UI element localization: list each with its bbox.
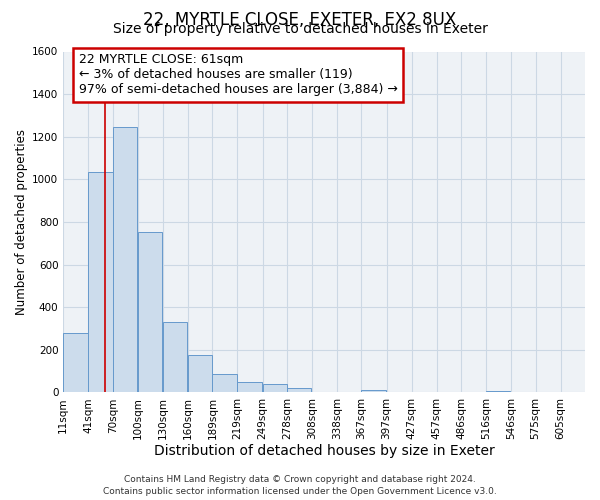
Text: Size of property relative to detached houses in Exeter: Size of property relative to detached ho… xyxy=(113,22,487,36)
Y-axis label: Number of detached properties: Number of detached properties xyxy=(15,129,28,315)
Bar xyxy=(138,232,162,392)
Bar xyxy=(212,374,236,392)
Bar xyxy=(238,382,262,392)
Bar xyxy=(263,384,287,392)
Bar xyxy=(113,127,137,392)
Bar xyxy=(88,172,113,392)
Bar xyxy=(486,391,511,392)
Text: 22 MYRTLE CLOSE: 61sqm
← 3% of detached houses are smaller (119)
97% of semi-det: 22 MYRTLE CLOSE: 61sqm ← 3% of detached … xyxy=(79,53,398,96)
Bar xyxy=(287,388,311,392)
Text: Contains HM Land Registry data © Crown copyright and database right 2024.
Contai: Contains HM Land Registry data © Crown c… xyxy=(103,474,497,496)
Bar xyxy=(163,322,187,392)
X-axis label: Distribution of detached houses by size in Exeter: Distribution of detached houses by size … xyxy=(154,444,494,458)
Bar xyxy=(361,390,386,392)
Text: 22, MYRTLE CLOSE, EXETER, EX2 8UX: 22, MYRTLE CLOSE, EXETER, EX2 8UX xyxy=(143,11,457,29)
Bar xyxy=(63,332,88,392)
Bar xyxy=(188,355,212,393)
